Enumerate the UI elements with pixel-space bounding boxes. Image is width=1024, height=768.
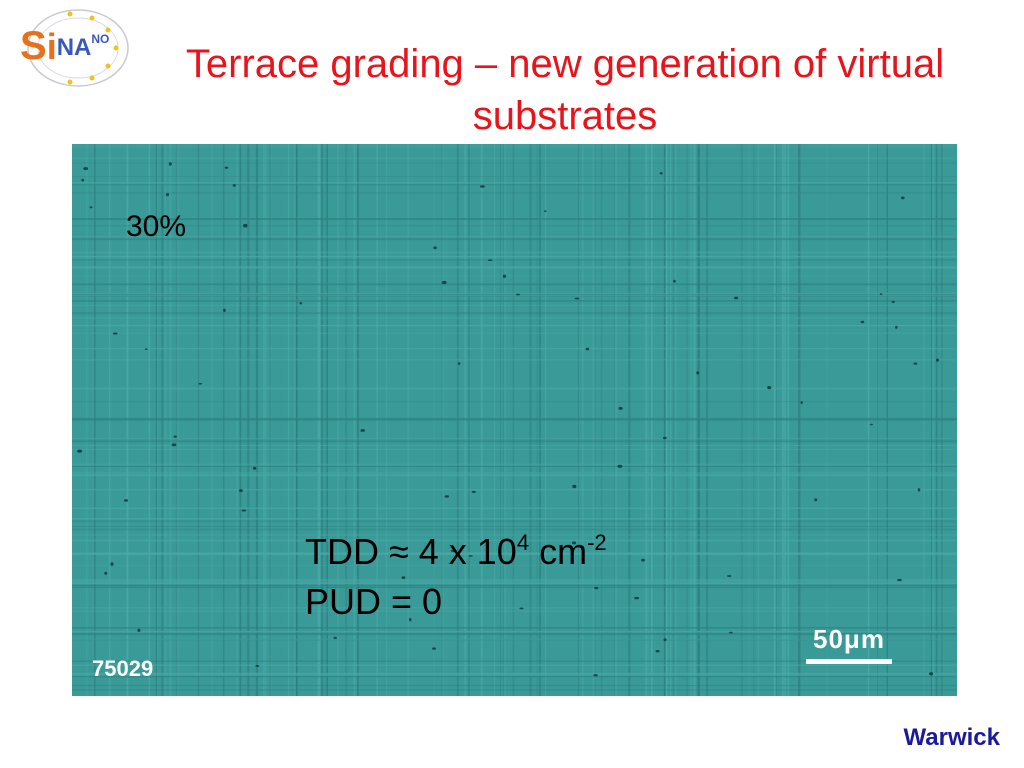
dislocation-dot	[444, 495, 450, 498]
dislocation-dot	[432, 647, 436, 650]
dislocation-dot	[241, 509, 247, 512]
micrograph-image: 30% TDD ≈ 4 x 104 cm-2 PUD = 0 50μm 7502…	[72, 144, 957, 696]
sinano-logo: SiNANO	[8, 4, 132, 96]
dislocation-dot	[641, 558, 645, 562]
dislocation-dot	[77, 449, 82, 453]
dislocation-dot	[124, 499, 129, 502]
dislocation-dot	[480, 185, 485, 188]
dislocation-dot	[800, 401, 803, 404]
sample-id: 75029	[92, 656, 154, 681]
dislocation-dot	[634, 596, 639, 600]
dislocation-dot	[166, 193, 169, 197]
crosshatch-texture	[72, 144, 957, 696]
dislocation-dot	[110, 562, 114, 566]
footer-institution: Warwick	[903, 724, 1000, 751]
dislocation-dot	[333, 636, 338, 639]
dislocation-dot	[696, 371, 700, 375]
dislocation-dot	[488, 259, 493, 261]
dislocation-dot	[471, 490, 476, 493]
dislocation-dot	[897, 578, 902, 582]
dislocation-dot	[617, 464, 623, 468]
dislocation-dot	[450, 549, 456, 553]
dislocation-dot	[891, 300, 895, 303]
dislocation-dot	[144, 348, 148, 351]
slide-title: Terrace grading – new generation of virt…	[185, 42, 945, 138]
logo-letters-na: NA	[56, 34, 92, 61]
dislocation-dot	[519, 607, 524, 610]
dislocation-dot	[659, 172, 663, 175]
dislocation-dot	[168, 162, 172, 166]
dislocation-dot	[572, 484, 577, 489]
dislocation-dot	[198, 382, 203, 385]
dislocation-dot	[655, 650, 660, 653]
dislocation-dot	[767, 386, 772, 390]
dislocation-dot	[900, 196, 905, 200]
dislocation-dot	[252, 466, 257, 470]
dislocation-dot	[727, 575, 732, 577]
scale-bar-label: 50μm	[813, 624, 885, 654]
dislocation-dot	[574, 297, 580, 300]
dislocation-dot	[860, 320, 865, 324]
dislocation-dot	[243, 223, 248, 228]
tdd-exponent: 4	[516, 530, 530, 555]
logo-letter-s: S	[20, 24, 47, 68]
stats-block: TDD ≈ 4 x 104 cm-2 PUD = 0	[305, 527, 607, 627]
logo-letters-no: NO	[91, 32, 110, 46]
scale-bar: 50μm	[806, 624, 892, 664]
logo-wordmark: SiNANO	[20, 24, 109, 69]
tdd-line: TDD ≈ 4 x 104 cm-2	[305, 527, 607, 577]
percent-label: 30%	[126, 210, 187, 243]
tdd-unit: cm	[529, 531, 588, 572]
dislocation-dot	[112, 332, 118, 335]
dislocation-dot	[935, 358, 940, 362]
dislocation-dot	[299, 302, 303, 305]
dislocation-dot	[409, 618, 412, 622]
dislocation-dot	[232, 184, 236, 187]
tdd-unit-exponent: -2	[587, 530, 607, 555]
dislocation-dot	[223, 308, 226, 312]
dislocation-dot	[618, 406, 623, 410]
logo-rings-icon	[27, 9, 129, 87]
dislocation-dot	[734, 296, 739, 300]
dislocation-dot	[917, 488, 921, 492]
dislocation-dot	[433, 246, 437, 250]
dislocation-dot	[895, 325, 898, 329]
dislocation-dot	[239, 489, 243, 493]
dislocation-dot	[104, 571, 108, 575]
dislocation-dot	[83, 167, 89, 171]
dislocation-dot	[516, 293, 520, 296]
dislocation-dot	[360, 429, 366, 432]
dislocation-dot	[585, 347, 590, 351]
dislocation-dot	[663, 638, 667, 642]
dislocation-dot	[401, 576, 406, 579]
dislocation-dot	[673, 279, 676, 283]
dislocation-dot	[814, 498, 818, 502]
tdd-prefix: TDD ≈ 4 x 10	[305, 531, 517, 572]
dislocation-dot	[913, 362, 918, 365]
pud-line: PUD = 0	[305, 581, 443, 622]
dislocation-dot	[929, 672, 934, 676]
dislocation-dot	[457, 362, 461, 365]
dislocation-dot	[171, 443, 177, 447]
dislocation-dot	[255, 664, 260, 667]
dislocation-dot	[594, 586, 599, 590]
dislocation-dot	[89, 206, 93, 209]
dislocation-dot	[571, 541, 577, 545]
dislocation-dot	[81, 178, 84, 182]
dislocation-dot	[502, 274, 506, 278]
dislocation-dot	[729, 631, 733, 634]
dislocation-dot	[224, 166, 229, 169]
dislocation-dot	[869, 423, 873, 426]
dislocation-dot	[544, 210, 547, 212]
logo-letter-i: i	[46, 26, 57, 67]
dislocation-dot	[593, 674, 598, 677]
dislocation-dot	[468, 555, 473, 557]
dislocation-dot	[137, 628, 141, 632]
scale-bar-line	[806, 659, 892, 664]
dislocation-dot	[879, 293, 883, 295]
dislocation-dot	[173, 435, 177, 438]
dislocation-dot	[441, 280, 447, 285]
dislocation-dot	[662, 436, 667, 440]
